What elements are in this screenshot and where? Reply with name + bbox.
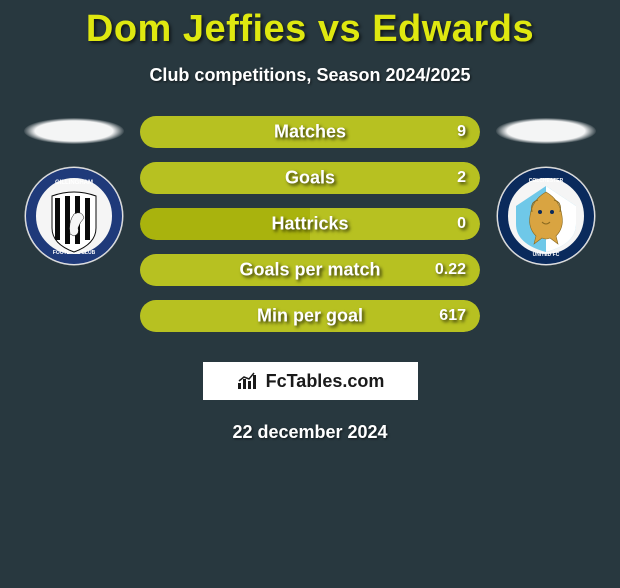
stat-value-right: 2 bbox=[457, 169, 466, 187]
stat-value-right: 0 bbox=[457, 215, 466, 233]
stat-bar: Min per goal 617 bbox=[140, 300, 480, 332]
player-left-shadow bbox=[24, 118, 124, 144]
svg-text:UNITED FC: UNITED FC bbox=[533, 252, 560, 258]
stat-bar: Matches 9 bbox=[140, 116, 480, 148]
stat-label: Hattricks bbox=[271, 214, 348, 235]
stat-bars: Matches 9 Goals 2 Hattricks 0 Goals per match 0… bbox=[140, 116, 480, 346]
stats-section: GILLINGHAM FOOTBALL CLUB Matches 9 Goals 2 H… bbox=[0, 116, 620, 346]
club-badge-left: GILLINGHAM FOOTBALL CLUB bbox=[24, 166, 124, 266]
stat-label: Min per goal bbox=[257, 306, 363, 327]
stat-value-right: 0.22 bbox=[435, 261, 466, 279]
stat-bar: Goals per match 0.22 bbox=[140, 254, 480, 286]
brand-box[interactable]: FcTables.com bbox=[203, 362, 418, 400]
stat-bar: Hattricks 0 bbox=[140, 208, 480, 240]
comparison-date: 22 december 2024 bbox=[0, 422, 620, 443]
svg-text:GILLINGHAM: GILLINGHAM bbox=[55, 180, 93, 186]
stat-value-right: 9 bbox=[457, 123, 466, 141]
comparison-subtitle: Club competitions, Season 2024/2025 bbox=[0, 65, 620, 86]
stat-label: Matches bbox=[274, 122, 346, 143]
player-right-shadow bbox=[496, 118, 596, 144]
brand-label: FcTables.com bbox=[266, 371, 385, 392]
stat-value-right: 617 bbox=[439, 307, 466, 325]
stat-label: Goals per match bbox=[239, 260, 380, 281]
stat-bar: Goals 2 bbox=[140, 162, 480, 194]
player-right-column: COLCHESTER UNITED FC bbox=[492, 116, 600, 266]
comparison-title: Dom Jeffies vs Edwards bbox=[0, 8, 620, 51]
svg-text:COLCHESTER: COLCHESTER bbox=[529, 178, 564, 184]
player-left-column: GILLINGHAM FOOTBALL CLUB bbox=[20, 116, 128, 266]
brand-chart-icon bbox=[236, 371, 260, 391]
club-badge-right: COLCHESTER UNITED FC bbox=[496, 166, 596, 266]
stat-label: Goals bbox=[285, 168, 335, 189]
